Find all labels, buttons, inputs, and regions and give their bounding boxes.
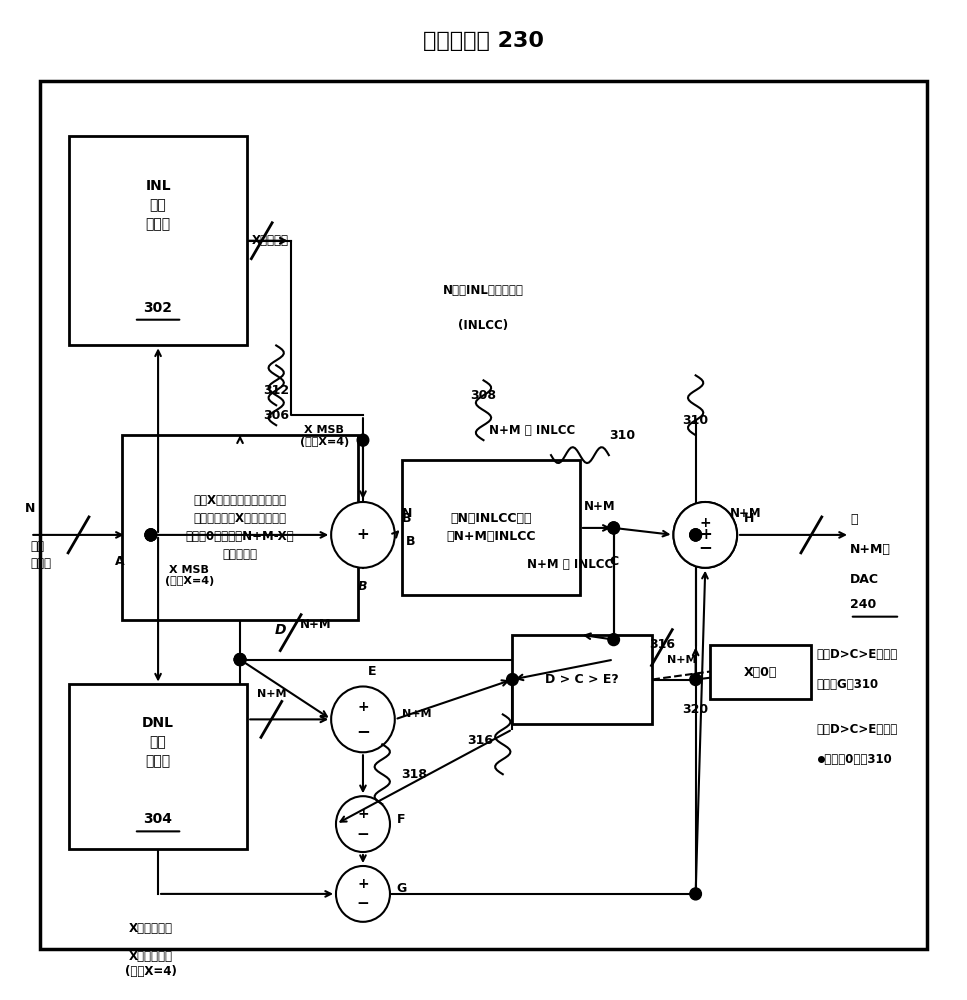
Text: N位经INL校正的代码: N位经INL校正的代码 bbox=[443, 284, 524, 297]
Text: 316: 316 bbox=[467, 734, 493, 747]
Text: A: A bbox=[115, 555, 125, 568]
Text: +: + bbox=[694, 503, 706, 517]
Text: 则提供G至310: 则提供G至310 bbox=[816, 678, 878, 691]
Text: X个无符号位
(例如X=4): X个无符号位 (例如X=4) bbox=[125, 950, 177, 978]
Text: −: − bbox=[356, 722, 370, 740]
Text: X MSB
(例如X=4): X MSB (例如X=4) bbox=[300, 425, 349, 447]
Text: 数字
输入码: 数字 输入码 bbox=[30, 540, 51, 570]
Circle shape bbox=[234, 654, 246, 666]
Text: N: N bbox=[401, 507, 412, 520]
Circle shape bbox=[673, 502, 737, 568]
Circle shape bbox=[608, 634, 620, 646]
Text: −: − bbox=[693, 553, 708, 571]
FancyBboxPatch shape bbox=[401, 460, 580, 595]
Circle shape bbox=[145, 529, 157, 541]
Text: 316: 316 bbox=[649, 638, 675, 651]
Circle shape bbox=[331, 502, 395, 568]
Text: DAC: DAC bbox=[850, 573, 879, 586]
Text: N+M: N+M bbox=[729, 507, 761, 520]
Text: 304: 304 bbox=[143, 812, 172, 826]
Text: −: − bbox=[357, 896, 369, 911]
Circle shape bbox=[145, 529, 157, 541]
Circle shape bbox=[608, 522, 620, 534]
Circle shape bbox=[689, 529, 701, 541]
Text: N+M 位 INLCC: N+M 位 INLCC bbox=[527, 558, 614, 571]
Text: 318: 318 bbox=[401, 768, 427, 781]
Circle shape bbox=[689, 529, 701, 541]
Text: 如果D>C>E为假，: 如果D>C>E为假， bbox=[816, 723, 897, 736]
Text: 310: 310 bbox=[609, 429, 635, 442]
Text: X个无符号位: X个无符号位 bbox=[129, 922, 173, 935]
Text: C: C bbox=[609, 555, 618, 568]
Circle shape bbox=[608, 522, 620, 534]
Text: 代码校正器 230: 代码校正器 230 bbox=[423, 31, 544, 51]
Text: E: E bbox=[367, 665, 376, 678]
Text: N+M: N+M bbox=[401, 709, 431, 719]
Text: G: G bbox=[396, 882, 407, 895]
Circle shape bbox=[331, 686, 395, 752]
Text: N+M 位 INLCC: N+M 位 INLCC bbox=[488, 424, 574, 437]
Text: 如果D>C>E为真，: 如果D>C>E为真， bbox=[816, 648, 897, 661]
Text: −: − bbox=[698, 538, 713, 556]
Text: N+M: N+M bbox=[666, 655, 696, 665]
FancyBboxPatch shape bbox=[710, 645, 811, 699]
Text: +: + bbox=[357, 700, 368, 714]
Text: 将N位INLCC转换
成N+M位INLCC: 将N位INLCC转换 成N+M位INLCC bbox=[446, 512, 536, 543]
Circle shape bbox=[689, 674, 701, 685]
Text: B: B bbox=[401, 512, 411, 525]
Text: −: − bbox=[357, 827, 369, 842]
Circle shape bbox=[145, 529, 157, 541]
Text: 308: 308 bbox=[471, 389, 496, 402]
Text: D: D bbox=[275, 623, 286, 637]
Text: 310: 310 bbox=[683, 414, 709, 427]
Text: B: B bbox=[358, 580, 367, 593]
Text: 312: 312 bbox=[263, 384, 289, 397]
Text: D > C > E?: D > C > E? bbox=[545, 673, 619, 686]
Text: +: + bbox=[699, 516, 711, 530]
Text: 通过X个最高有效位中的最低
有效位来递增X个最高有效位
并且用0代替其余N+M-X个
最低有效位: 通过X个最高有效位中的最低 有效位来递增X个最高有效位 并且用0代替其余N+M-… bbox=[186, 494, 294, 561]
Text: INL
校正
查找表: INL 校正 查找表 bbox=[145, 179, 171, 232]
Circle shape bbox=[336, 796, 390, 852]
FancyBboxPatch shape bbox=[69, 684, 248, 849]
Text: X MSB
(例如X=4): X MSB (例如X=4) bbox=[164, 565, 214, 586]
Text: 302: 302 bbox=[143, 301, 172, 315]
Text: X个符号位: X个符号位 bbox=[252, 234, 289, 247]
Text: +: + bbox=[357, 877, 368, 891]
Circle shape bbox=[689, 888, 701, 900]
Text: DNL
校正
查找表: DNL 校正 查找表 bbox=[142, 716, 174, 769]
Text: 则提供0位至310: 则提供0位至310 bbox=[816, 753, 892, 766]
Circle shape bbox=[357, 434, 368, 446]
Text: 306: 306 bbox=[263, 409, 289, 422]
Text: 320: 320 bbox=[683, 703, 709, 716]
Text: 240: 240 bbox=[850, 598, 876, 611]
Circle shape bbox=[234, 654, 246, 666]
Text: (INLCC): (INLCC) bbox=[458, 319, 509, 332]
Text: N+M位: N+M位 bbox=[850, 543, 891, 556]
Circle shape bbox=[336, 866, 390, 922]
FancyBboxPatch shape bbox=[122, 435, 358, 620]
Text: +: + bbox=[699, 527, 712, 542]
Circle shape bbox=[234, 654, 246, 666]
Text: 至: 至 bbox=[850, 513, 858, 526]
FancyBboxPatch shape bbox=[513, 635, 652, 724]
Circle shape bbox=[673, 502, 737, 568]
Text: +: + bbox=[357, 807, 368, 821]
Text: N+M: N+M bbox=[583, 500, 615, 513]
Text: F: F bbox=[396, 813, 405, 826]
Text: X个0位: X个0位 bbox=[744, 666, 777, 679]
Text: H: H bbox=[744, 512, 754, 525]
Text: B: B bbox=[406, 535, 416, 548]
Text: N+M: N+M bbox=[257, 689, 286, 699]
Text: N: N bbox=[25, 502, 36, 515]
Text: N+M: N+M bbox=[301, 618, 332, 631]
Circle shape bbox=[689, 529, 701, 541]
Circle shape bbox=[507, 674, 518, 685]
Text: +: + bbox=[357, 527, 369, 542]
FancyBboxPatch shape bbox=[69, 136, 248, 345]
